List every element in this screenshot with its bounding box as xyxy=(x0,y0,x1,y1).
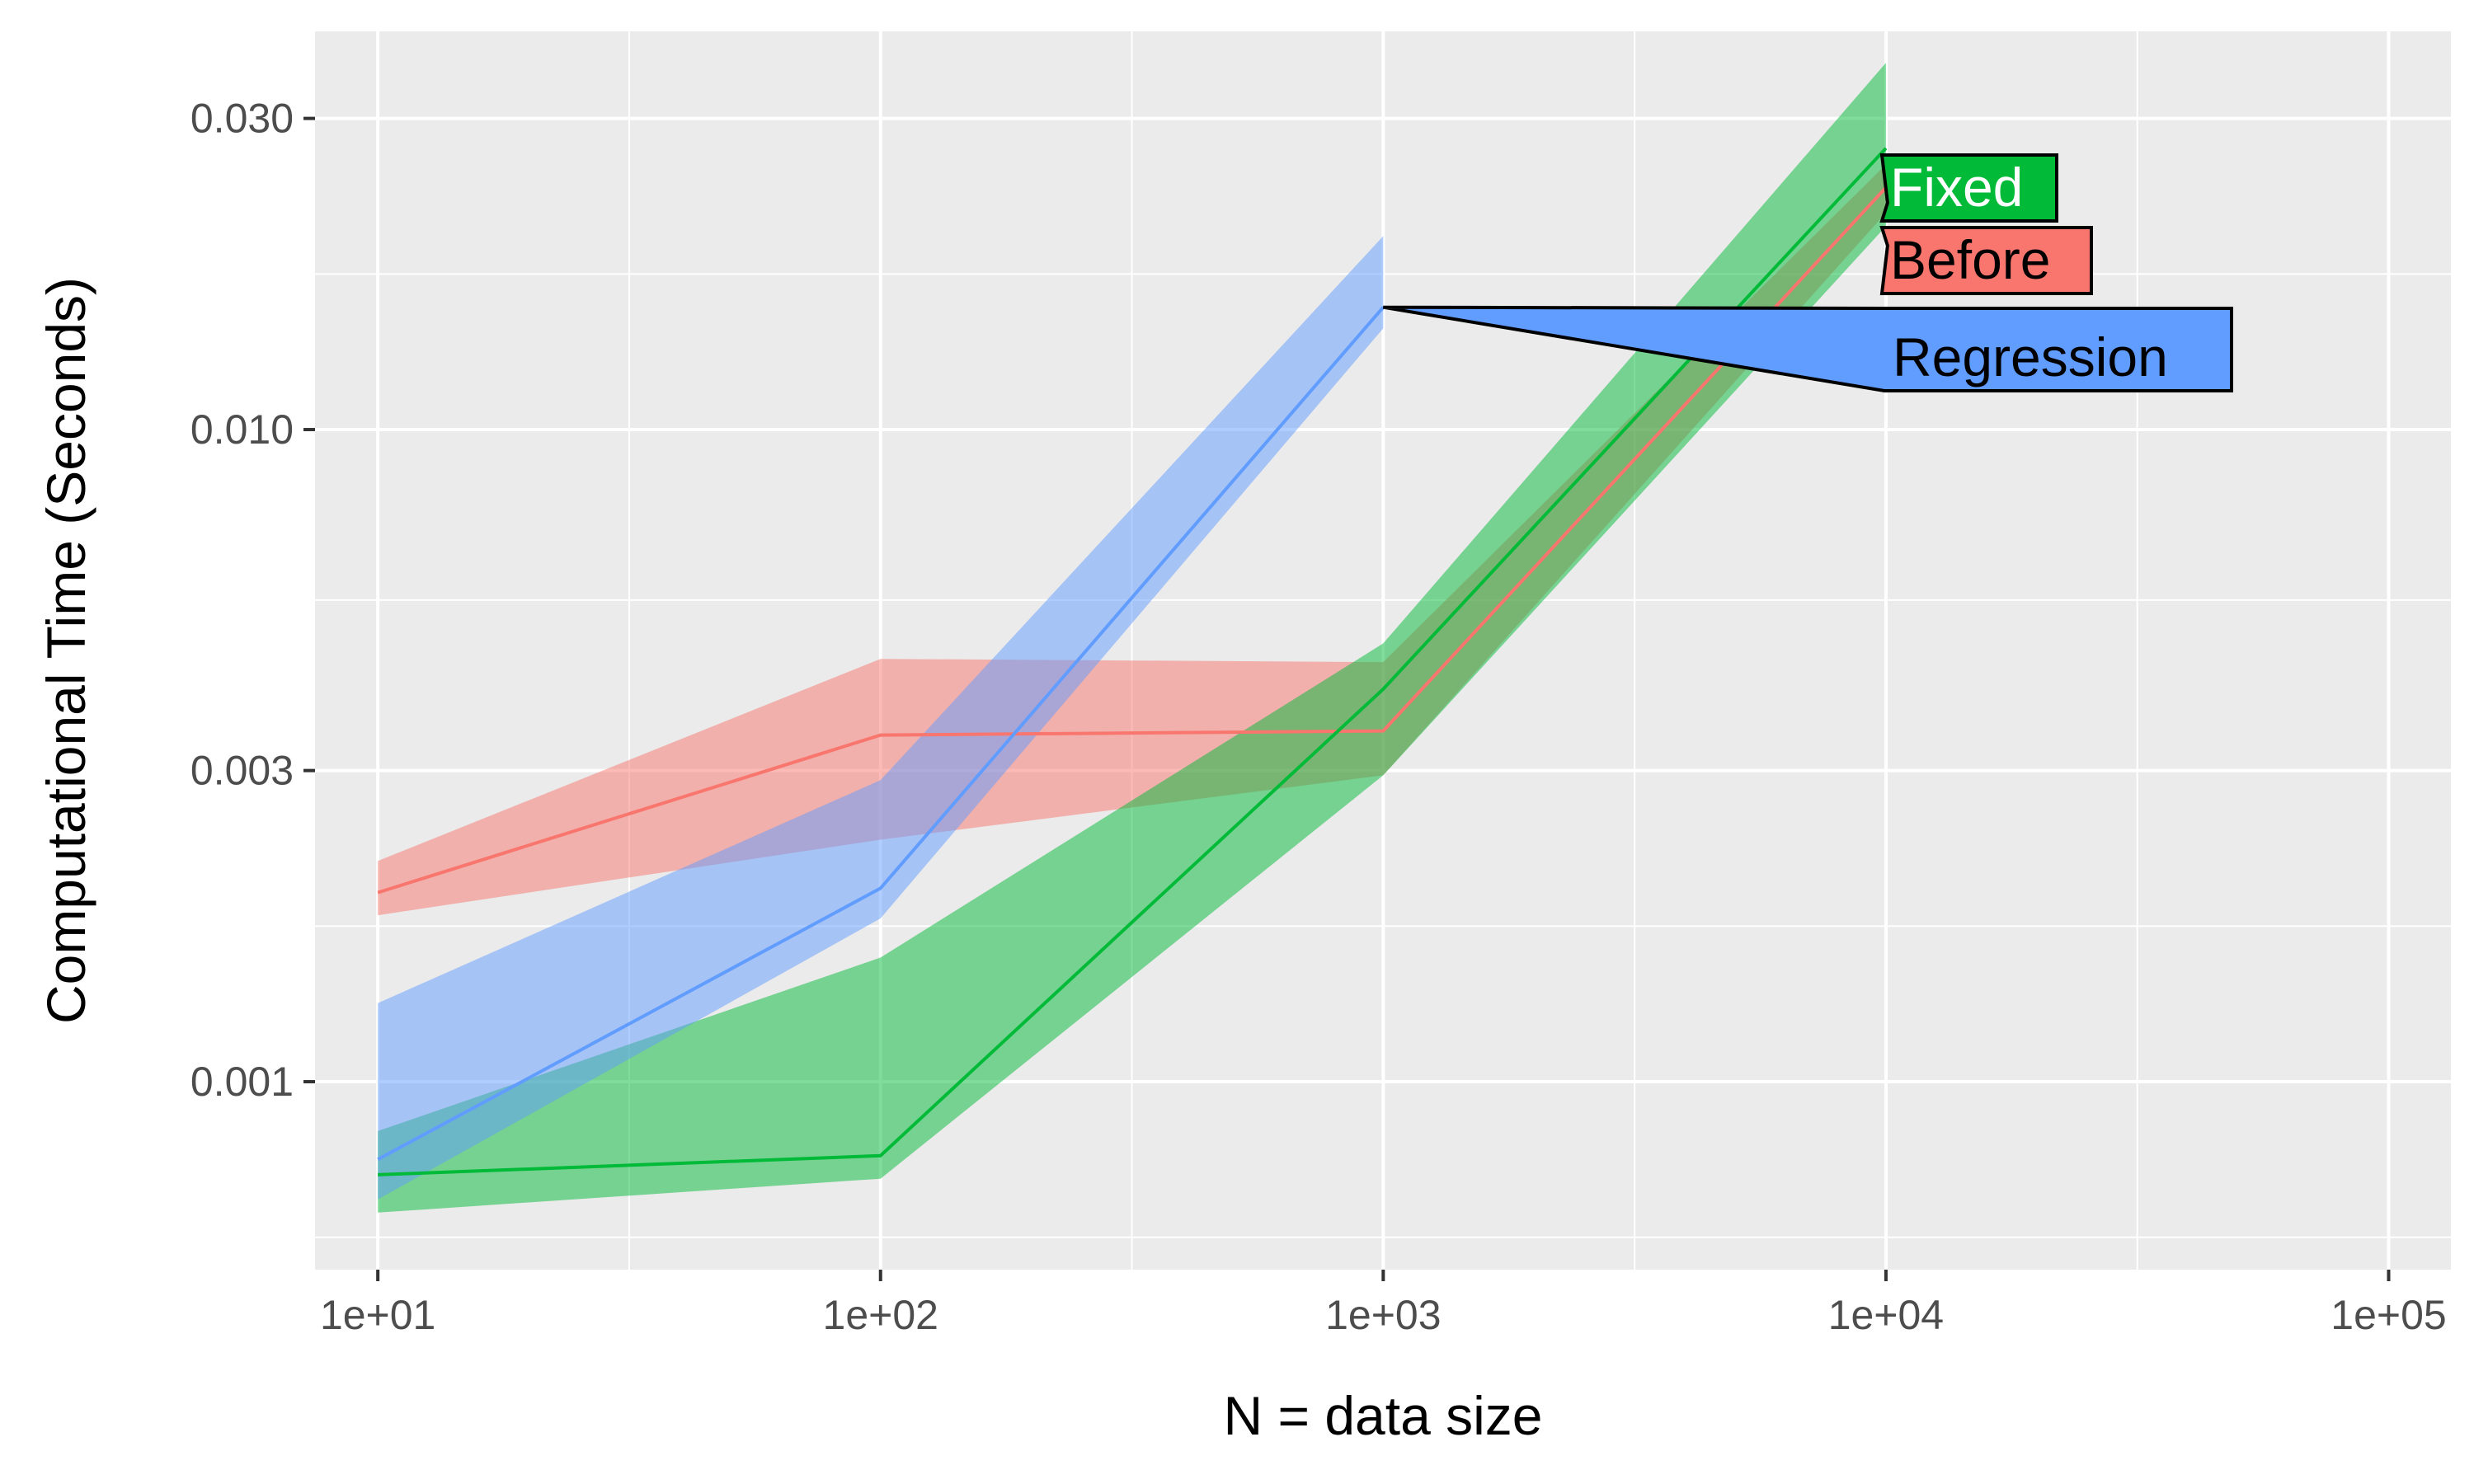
y-tick-label: 0.030 xyxy=(190,96,294,142)
direct-label-fixed: Fixed xyxy=(1879,153,2058,223)
y-tick-label: 0.010 xyxy=(190,406,294,453)
direct-labels: Fixed Before Regression xyxy=(1382,153,2233,392)
direct-label-text: Fixed xyxy=(1890,157,2023,218)
x-tick-label: 1e+01 xyxy=(320,1292,435,1338)
direct-label-box xyxy=(1382,305,2233,392)
direct-label-regression: Regression xyxy=(1382,305,2233,392)
y-tick-label: 0.003 xyxy=(190,748,294,794)
y-axis: 0.001 0.003 0.010 0.030 xyxy=(190,96,315,1105)
direct-label-text: Before xyxy=(1890,229,2050,290)
series-lines xyxy=(377,147,1888,1176)
x-tick-label: 1e+03 xyxy=(1325,1292,1441,1338)
direct-label-text: Regression xyxy=(1893,326,2168,387)
x-tick-label: 1e+04 xyxy=(1828,1292,1944,1338)
line-before xyxy=(377,186,1888,895)
y-axis-title: Computational Time (Seconds) xyxy=(35,277,96,1024)
x-tick-label: 1e+02 xyxy=(823,1292,938,1338)
x-tick-label: 1e+05 xyxy=(2331,1292,2446,1338)
confidence-ribbons xyxy=(378,63,1886,1213)
line-regression xyxy=(377,306,1385,1162)
y-tick-label: 0.001 xyxy=(190,1059,294,1105)
direct-label-before: Before xyxy=(1879,226,2093,295)
ribbon-before xyxy=(378,164,1886,916)
x-axis: 1e+01 1e+02 1e+03 1e+04 1e+05 xyxy=(320,1270,2447,1338)
direct-label-box xyxy=(1879,153,2058,223)
ribbon-regression xyxy=(378,236,1384,1200)
direct-label-box xyxy=(1879,226,2093,295)
line-fixed xyxy=(378,147,1888,1176)
x-axis-title: N = data size xyxy=(1223,1385,1542,1446)
